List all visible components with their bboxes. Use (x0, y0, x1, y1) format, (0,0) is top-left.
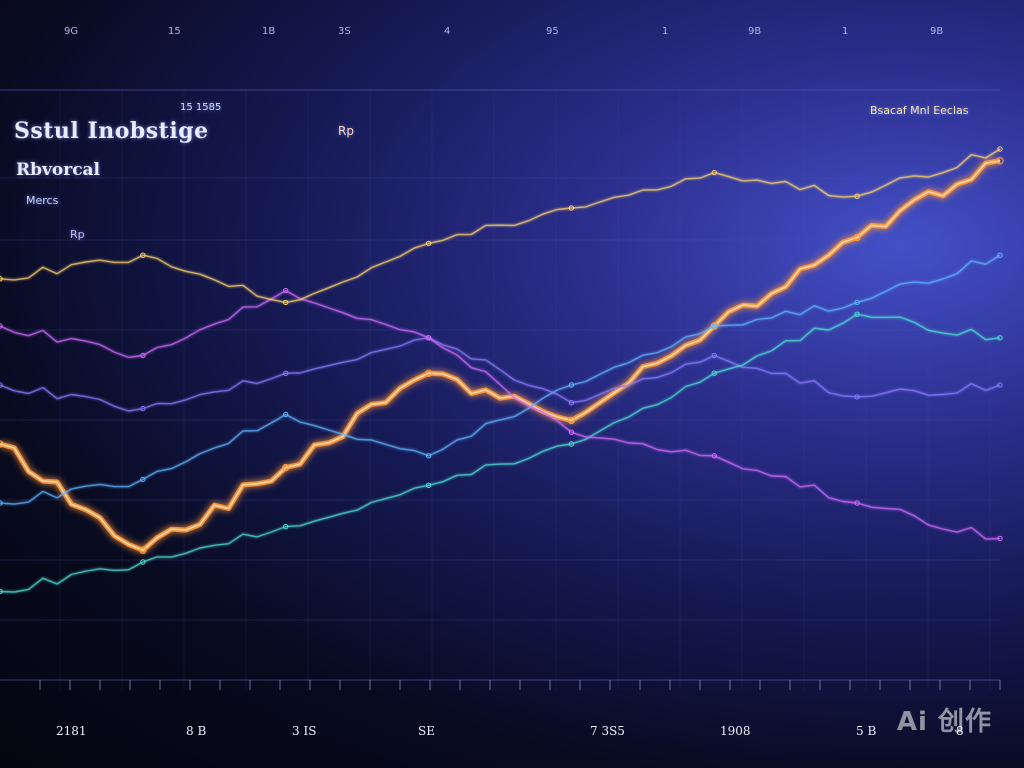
chart-title: Sstul Inobstige (14, 118, 209, 144)
data-point (711, 453, 717, 459)
data-point (711, 352, 717, 359)
data-point (711, 323, 717, 329)
series-label: Rp (70, 228, 85, 241)
x-tick-label: 8 (956, 724, 964, 738)
x-tick-label: 8 B (186, 724, 207, 738)
top-tick-label: 4 (444, 26, 451, 37)
x-tick-label: 1908 (720, 724, 751, 738)
data-point (568, 382, 575, 388)
data-point (854, 500, 860, 506)
data-point (0, 588, 3, 595)
annotation-left: Rp (338, 124, 354, 138)
data-point (568, 205, 575, 211)
data-point (853, 233, 861, 242)
legend: Bsacaf Mnl Eeclas (870, 104, 969, 117)
annotation-top: 15 1585 (180, 102, 222, 113)
data-point (283, 287, 289, 294)
data-point (0, 500, 3, 506)
data-point (0, 323, 3, 329)
data-point (283, 523, 289, 530)
data-point (568, 400, 575, 406)
data-point (425, 482, 432, 488)
series-line-3 (0, 337, 1001, 412)
data-point (424, 369, 433, 377)
data-point (854, 394, 860, 400)
data-point (567, 416, 576, 425)
data-point (282, 463, 290, 472)
x-tick-label: 2181 (56, 724, 87, 738)
data-point (997, 335, 1003, 341)
data-point (854, 299, 860, 306)
data-point (711, 169, 717, 176)
top-tick-label: 9B (748, 26, 762, 37)
top-tick-label: 95 (546, 26, 559, 37)
data-point (711, 370, 717, 376)
data-point (568, 441, 575, 447)
x-axis-ticks (39, 680, 1001, 690)
top-tick-label: 9G (64, 26, 79, 37)
watermark: Ai 创作 (896, 707, 992, 737)
data-point (997, 252, 1003, 258)
top-tick-label: 9B (930, 26, 944, 37)
data-point (0, 440, 4, 448)
data-point (140, 405, 146, 412)
data-point (997, 382, 1003, 388)
x-tick-label: SE (418, 724, 435, 738)
data-point (997, 146, 1003, 152)
top-tick-label: 1 (842, 26, 849, 37)
x-tick-label: 7 3S5 (590, 724, 625, 738)
series-line-5 (0, 289, 1001, 540)
data-point (996, 157, 1004, 165)
series-line-1-core (0, 160, 1001, 552)
data-point (0, 382, 3, 388)
top-tick-label: 3S (338, 26, 351, 37)
series-line-1 (0, 158, 1001, 553)
data-point (140, 476, 146, 483)
data-point (425, 240, 432, 247)
data-point (425, 453, 432, 459)
series-line-6 (0, 148, 1001, 304)
data-point (997, 535, 1003, 542)
data-point (568, 429, 575, 435)
data-point (425, 335, 432, 341)
grid (0, 89, 1000, 690)
chart-subtitle: Rbvorcal (16, 160, 101, 180)
data-point (140, 352, 146, 359)
x-tick-label: 5 B (856, 724, 877, 738)
data-point (283, 370, 289, 376)
data-point (0, 276, 3, 282)
top-tick-label: 1B (262, 26, 276, 37)
y-axis-label: Mercs (26, 194, 59, 207)
data-point (140, 252, 146, 258)
top-tick-label: 1 (662, 26, 669, 37)
series-line-4 (0, 313, 1001, 593)
data-point (283, 299, 289, 306)
data-point (854, 193, 860, 199)
data-point (283, 411, 289, 418)
data-point (139, 546, 147, 554)
data-point (854, 311, 860, 317)
data-point (140, 559, 146, 565)
top-tick-label: 15 (168, 26, 181, 37)
x-tick-label: 3 IS (292, 724, 317, 738)
series-layer (0, 146, 1004, 595)
series-line-2 (0, 254, 1001, 505)
